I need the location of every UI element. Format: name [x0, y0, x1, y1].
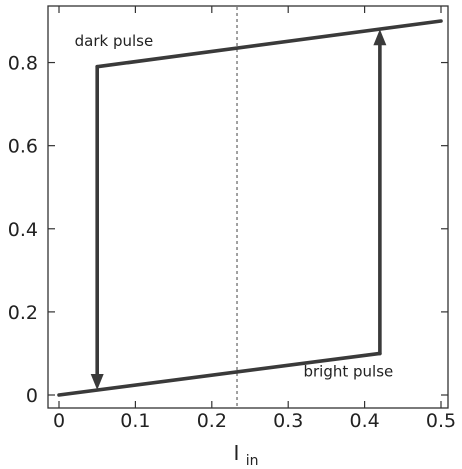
plot-frame-rect — [47, 5, 449, 409]
x-tick-label: 0.5 — [426, 410, 456, 432]
y-tick-label: 0.8 — [8, 53, 38, 75]
y-tick-label: 0.6 — [8, 136, 38, 158]
transition-arrowhead — [373, 29, 387, 46]
transition-arrowhead — [90, 374, 104, 391]
y-tick-label: 0 — [26, 385, 38, 407]
x-tick-label: 0.1 — [120, 410, 150, 432]
axis-ticks: 0 0.1 0.2 0.3 0.4 0.5 0 0.2 0.4 0.6 0.8 — [8, 6, 456, 432]
x-tick-label: 0.4 — [349, 410, 379, 432]
label-group: dark pulse bright pulse — [75, 32, 394, 380]
x-tick-label: 0 — [53, 410, 65, 432]
series-line — [95, 19, 443, 69]
annotation-label: bright pulse — [303, 362, 393, 380]
series-group — [57, 19, 443, 397]
x-axis-label: I in — [233, 441, 258, 469]
series-line — [57, 351, 382, 397]
transition-group — [90, 29, 387, 391]
x-tick-label: 0.3 — [273, 410, 303, 432]
plot-frame — [47, 5, 449, 409]
x-axis-label-sub: in — [246, 453, 259, 469]
annotation-label: dark pulse — [75, 32, 154, 50]
x-axis-label-main: I — [233, 441, 239, 465]
y-tick-label: 0.2 — [8, 302, 38, 324]
x-tick-label: 0.2 — [197, 410, 227, 432]
y-tick-label: 0.4 — [8, 219, 38, 241]
